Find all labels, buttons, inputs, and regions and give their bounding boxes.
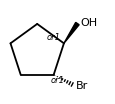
Polygon shape	[63, 22, 78, 43]
Text: or1: or1	[50, 76, 64, 85]
Text: OH: OH	[79, 18, 96, 28]
Text: or1: or1	[46, 33, 60, 42]
Text: Br: Br	[75, 81, 88, 91]
